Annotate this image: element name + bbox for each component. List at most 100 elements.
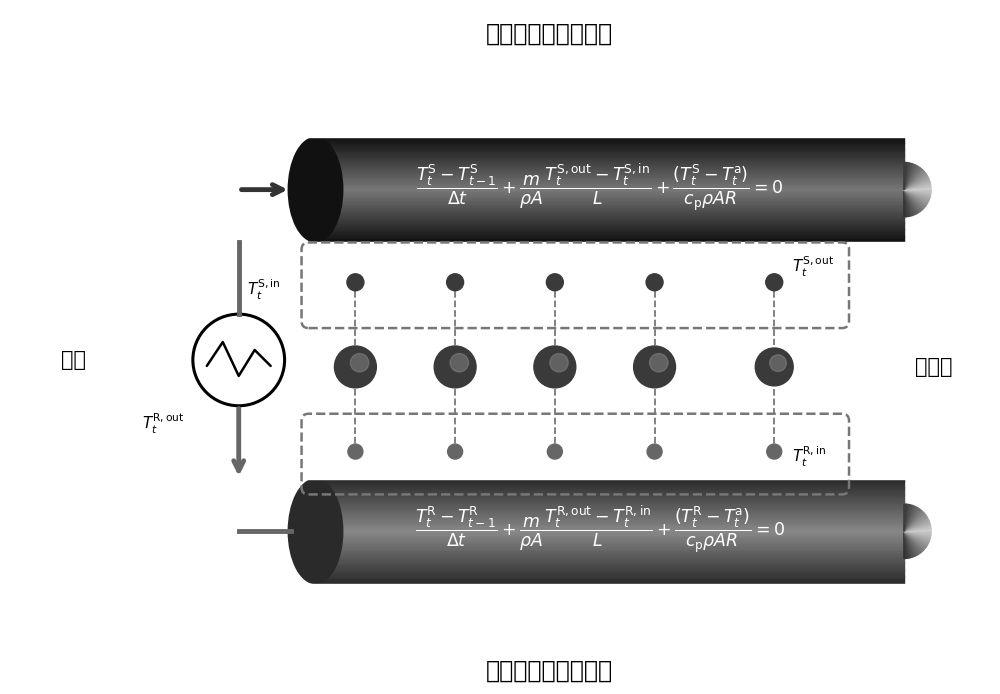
Bar (316, 527, 904, 530)
Bar (316, 238, 904, 240)
Circle shape (534, 346, 576, 388)
Text: $\dfrac{T_t^{\mathrm{S}}-T_{t-1}^{\mathrm{S}}}{\Delta t}+\dfrac{m}{\rho A}\dfrac: $\dfrac{T_t^{\mathrm{S}}-T_{t-1}^{\mathr… (416, 162, 783, 213)
Circle shape (193, 314, 285, 406)
Wedge shape (904, 162, 910, 189)
Bar (316, 494, 904, 496)
Bar (316, 167, 904, 169)
Bar (316, 531, 904, 533)
Bar (316, 191, 904, 193)
Wedge shape (904, 168, 922, 189)
Bar (316, 170, 904, 172)
Circle shape (348, 444, 363, 459)
Bar (316, 487, 904, 489)
Wedge shape (904, 181, 931, 189)
Circle shape (546, 274, 563, 291)
Wedge shape (904, 184, 931, 189)
Bar (316, 158, 904, 160)
Bar (316, 510, 904, 512)
Bar (316, 514, 904, 516)
Bar (316, 486, 904, 488)
Bar (316, 484, 904, 486)
Wedge shape (904, 532, 912, 558)
Bar (316, 561, 904, 563)
Wedge shape (904, 189, 930, 201)
Bar (316, 144, 904, 146)
Bar (316, 224, 904, 226)
Wedge shape (904, 532, 922, 553)
Bar (316, 507, 904, 509)
Bar (316, 523, 904, 524)
Text: $T_t^{\mathrm{S,out}}$: $T_t^{\mathrm{S,out}}$ (792, 255, 834, 280)
Wedge shape (904, 532, 931, 537)
Wedge shape (904, 189, 926, 208)
Bar (316, 201, 904, 203)
Bar (316, 214, 904, 216)
Bar (316, 496, 904, 498)
Bar (316, 498, 904, 500)
Wedge shape (904, 509, 922, 532)
Wedge shape (904, 189, 924, 210)
Wedge shape (904, 189, 912, 217)
Wedge shape (904, 504, 907, 532)
Wedge shape (904, 189, 929, 203)
Wedge shape (904, 166, 920, 189)
Wedge shape (904, 174, 927, 189)
Wedge shape (904, 525, 931, 532)
Bar (278, 58, 941, 137)
Wedge shape (904, 189, 931, 192)
Bar (316, 237, 904, 239)
Bar (316, 177, 904, 179)
Wedge shape (904, 189, 915, 216)
Bar (316, 511, 904, 514)
Bar (316, 240, 904, 242)
Bar (316, 205, 904, 207)
Bar (316, 480, 904, 482)
Bar (316, 176, 904, 178)
Wedge shape (904, 169, 924, 189)
Ellipse shape (288, 137, 343, 242)
Bar (278, 584, 941, 663)
Bar (316, 149, 904, 151)
Bar (316, 517, 904, 519)
Bar (316, 235, 904, 237)
Bar (316, 518, 904, 520)
Text: $\dfrac{T_t^{\mathrm{R}}-T_{t-1}^{\mathrm{R}}}{\Delta t}+\dfrac{m}{\rho A}\dfrac: $\dfrac{T_t^{\mathrm{R}}-T_{t-1}^{\mathr… (415, 504, 785, 555)
Bar (316, 139, 904, 141)
Circle shape (350, 353, 369, 372)
Bar (316, 151, 904, 153)
Bar (316, 180, 904, 183)
Wedge shape (904, 532, 931, 534)
Bar (316, 230, 904, 232)
Bar (316, 554, 904, 556)
Wedge shape (904, 164, 915, 189)
Bar (316, 194, 904, 196)
Wedge shape (904, 532, 917, 556)
Wedge shape (904, 187, 931, 189)
Bar (316, 210, 904, 212)
Bar (316, 579, 904, 582)
Circle shape (770, 355, 786, 371)
Circle shape (767, 444, 782, 459)
Bar (316, 156, 904, 158)
Bar (316, 526, 904, 527)
Bar (316, 221, 904, 223)
Bar (316, 508, 904, 510)
Bar (316, 530, 904, 532)
Circle shape (650, 353, 668, 372)
Wedge shape (904, 189, 907, 217)
Wedge shape (904, 189, 910, 217)
Wedge shape (904, 532, 907, 559)
Text: $T_t^{\mathrm{R,out}}$: $T_t^{\mathrm{R,out}}$ (142, 412, 185, 436)
Bar (316, 501, 904, 503)
Bar (316, 142, 904, 144)
Wedge shape (904, 189, 917, 214)
Bar (316, 515, 904, 517)
Bar (316, 196, 904, 198)
Wedge shape (904, 505, 910, 532)
Bar (316, 520, 904, 523)
Bar (316, 228, 904, 230)
Bar (316, 174, 904, 176)
Circle shape (450, 353, 469, 372)
Wedge shape (904, 532, 926, 550)
Bar (316, 538, 904, 540)
